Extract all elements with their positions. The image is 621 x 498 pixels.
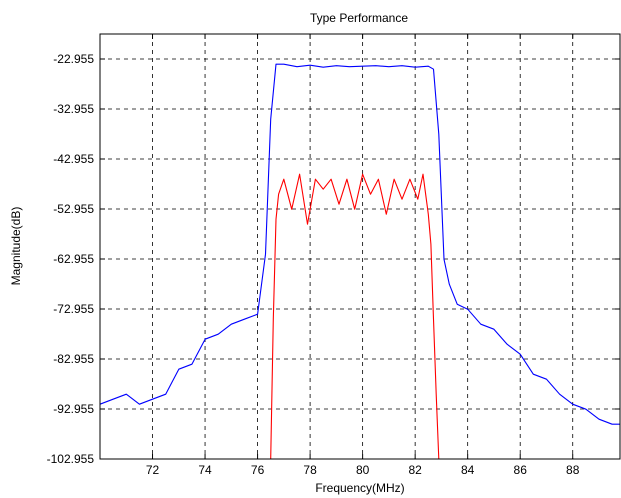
- y-tick-label: -62.955: [53, 252, 94, 266]
- x-tick-label: 80: [356, 463, 370, 477]
- x-tick-label: 86: [514, 463, 528, 477]
- x-tick-label: 76: [251, 463, 265, 477]
- x-tick-label: 74: [198, 463, 212, 477]
- y-tick-label: -22.955: [53, 52, 94, 66]
- x-tick-label: 72: [146, 463, 160, 477]
- x-tick-label: 88: [566, 463, 580, 477]
- series-line-2: [270, 173, 440, 460]
- x-tick-label: 84: [461, 463, 475, 477]
- x-tick-label: 78: [303, 463, 317, 477]
- y-tick-label: -52.955: [53, 202, 94, 216]
- x-tick-label: 82: [408, 463, 422, 477]
- x-axis-label: Frequency(MHz): [315, 481, 404, 495]
- y-tick-label: -82.955: [53, 352, 94, 366]
- axes-ticks: 72 74 76 78 80 82 84 86 88 -102.955 -92.955 -82.955…: [47, 34, 620, 477]
- y-tick-label: -72.955: [53, 302, 94, 316]
- chart-title: Type Performance: [310, 11, 408, 25]
- series-line-1: [99, 63, 620, 425]
- y-axis-label: Magnitude(dB): [9, 207, 23, 286]
- y-tick-label: -92.955: [53, 402, 94, 416]
- grid: [100, 34, 620, 459]
- y-tick-label: -102.955: [47, 452, 95, 466]
- series-group: [99, 63, 621, 460]
- y-tick-label: -32.955: [53, 102, 94, 116]
- plot-area: [100, 34, 620, 459]
- y-tick-label: -42.955: [53, 152, 94, 166]
- plot-frame: [99, 33, 621, 460]
